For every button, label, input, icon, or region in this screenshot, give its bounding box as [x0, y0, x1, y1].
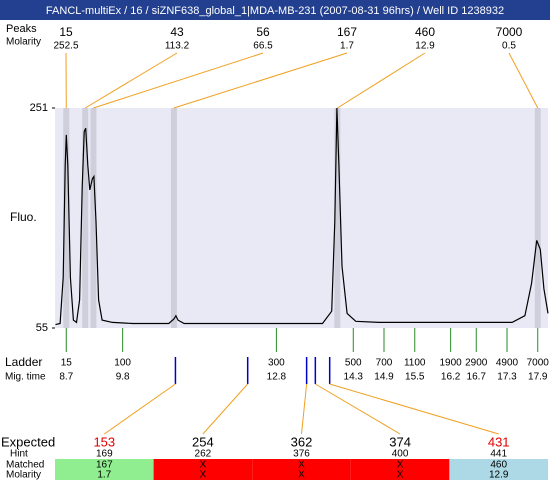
peak-size: 15 — [59, 25, 73, 39]
molarity-label: Molarity — [6, 37, 41, 48]
ladder-time: 16.7 — [467, 372, 487, 383]
peak-size: 460 — [415, 25, 435, 39]
hint-size: 376 — [293, 449, 310, 460]
ladder-time: 16.2 — [441, 372, 461, 383]
peak-connector — [509, 53, 538, 108]
peak-size: 167 — [337, 25, 357, 39]
ladder-time: 17.3 — [497, 372, 517, 383]
matched-molarity: X — [200, 470, 207, 480]
hint-label: Hint — [10, 449, 28, 460]
matched-molarity: X — [397, 470, 404, 480]
ladder-size: 500 — [345, 358, 362, 369]
y-tick-label: 55 — [36, 322, 48, 334]
ladder-size: 4900 — [496, 358, 519, 369]
peak-molarity: 12.9 — [415, 41, 435, 52]
peak-molarity: 1.7 — [340, 41, 354, 52]
molarity-row-label: Molarity — [6, 470, 41, 480]
ladder-size: 700 — [376, 358, 393, 369]
ladder-size: 7000 — [527, 358, 550, 369]
fragment-connector — [203, 384, 248, 434]
peak-molarity: 0.5 — [502, 41, 516, 52]
matched-molarity: 1.7 — [97, 470, 111, 480]
peak-size: 43 — [170, 25, 184, 39]
peak-size: 56 — [256, 25, 270, 39]
ladder-size: 15 — [61, 358, 73, 369]
expected-size: 362 — [291, 434, 313, 449]
title: FANCL-multiEx / 16 / siZNF638_global_1|M… — [46, 5, 504, 17]
fragment-connector — [104, 384, 175, 434]
ladder-label: Ladder — [5, 355, 42, 369]
hint-size: 169 — [96, 449, 113, 460]
ladder-time: 9.8 — [116, 372, 130, 383]
plot-area — [55, 108, 548, 328]
expected-size: 153 — [93, 434, 115, 449]
ladder-size: 2900 — [465, 358, 488, 369]
matched-molarity: 12.9 — [489, 470, 509, 480]
expected-size: 374 — [389, 434, 411, 449]
peak-connector — [93, 53, 263, 108]
ladder-size: 300 — [268, 358, 285, 369]
matched-molarity: X — [298, 470, 305, 480]
peak-molarity: 66.5 — [253, 41, 273, 52]
peak-connector — [85, 53, 177, 108]
mig-time-label: Mig. time — [5, 372, 46, 383]
ladder-time: 12.8 — [267, 372, 287, 383]
hint-size: 400 — [392, 449, 409, 460]
expected-label: Expected — [1, 434, 55, 449]
y-axis-label: Fluo. — [10, 210, 37, 224]
ladder-time: 15.5 — [405, 372, 425, 383]
expected-size: 254 — [192, 434, 214, 449]
fragment-connector — [302, 384, 307, 434]
hint-size: 441 — [490, 449, 507, 460]
fragment-connector — [315, 384, 400, 434]
peaks-label: Peaks — [6, 23, 37, 35]
ladder-time: 14.9 — [374, 372, 394, 383]
ladder-time: 17.9 — [528, 372, 548, 383]
fragment-connector — [330, 384, 499, 434]
ladder-time: 14.3 — [344, 372, 364, 383]
peak-band — [82, 108, 88, 328]
ladder-size: 1900 — [440, 358, 463, 369]
peak-connector — [174, 53, 347, 108]
peak-band — [171, 108, 177, 328]
expected-size: 431 — [488, 434, 510, 449]
peak-molarity: 113.2 — [165, 41, 190, 52]
y-tick-label: 251 — [30, 102, 48, 114]
peak-band — [535, 108, 541, 328]
peak-connector — [337, 53, 425, 108]
peak-size: 7000 — [496, 25, 523, 39]
peak-molarity: 252.5 — [53, 41, 78, 52]
ladder-size: 1100 — [404, 358, 426, 369]
ladder-time: 8.7 — [59, 372, 73, 383]
hint-size: 262 — [195, 449, 212, 460]
ladder-size: 100 — [114, 358, 131, 369]
